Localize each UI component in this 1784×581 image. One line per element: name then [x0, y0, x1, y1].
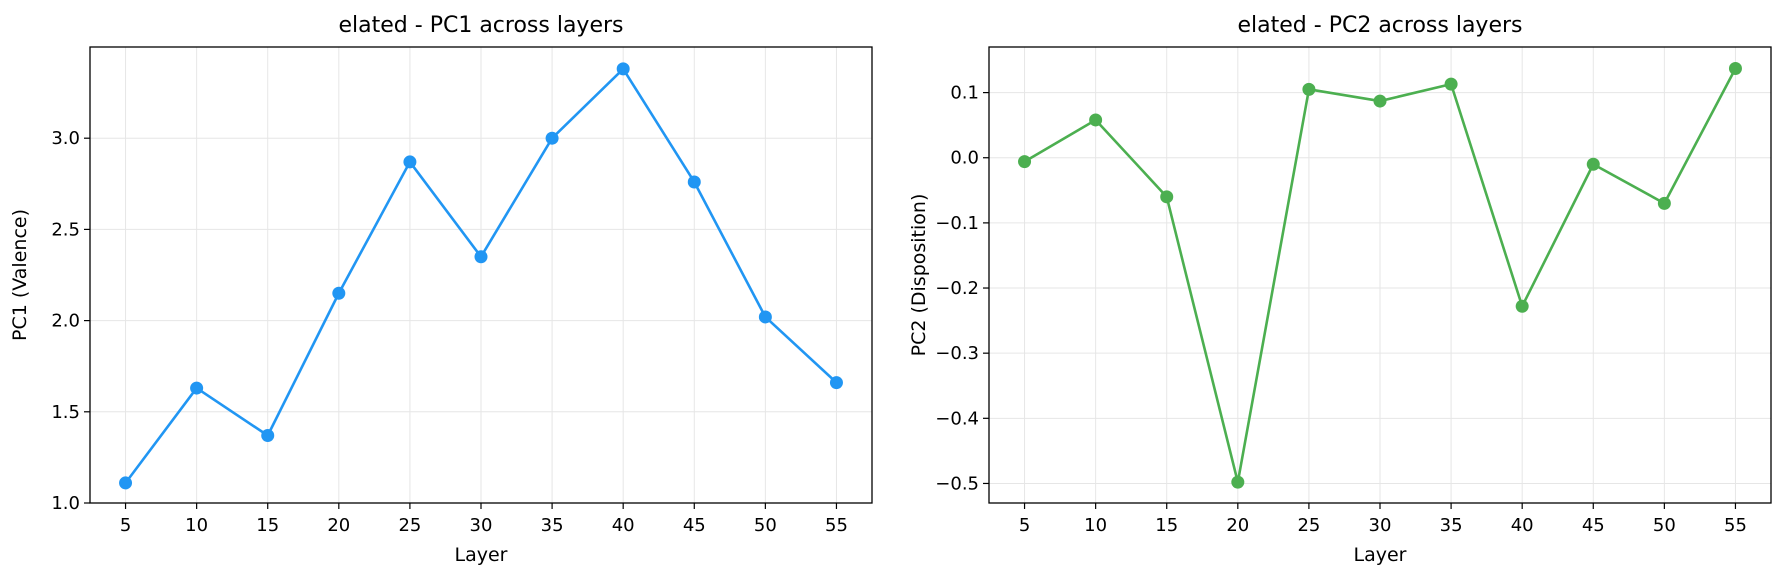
data-point	[545, 131, 559, 145]
x-tick-label: 40	[1511, 515, 1534, 536]
data-point	[261, 429, 275, 443]
axes-frame	[89, 46, 873, 504]
data-point	[829, 376, 843, 390]
grid	[989, 47, 1771, 503]
x-tick-label: 45	[683, 515, 706, 536]
data-point	[403, 155, 417, 169]
pc1-chart: elated - PC1 across layers Layer PC1 (Va…	[9, 13, 873, 566]
chart-title: elated - PC2 across layers	[1238, 13, 1523, 38]
data-point	[616, 62, 630, 76]
x-tick-label: 20	[1226, 515, 1249, 536]
y-tick-label: −0.4	[935, 408, 979, 429]
axes-frame	[988, 46, 1772, 504]
y-tick-label: −0.5	[935, 473, 979, 494]
data-point	[1444, 77, 1458, 91]
x-tick-label: 15	[1155, 515, 1178, 536]
y-tick-label: 2.0	[51, 311, 80, 332]
data-point	[1657, 196, 1671, 210]
y-tick-label: 2.5	[51, 219, 80, 240]
x-tick-label: 45	[1582, 515, 1605, 536]
data-point	[758, 310, 772, 324]
y-tick-label: −0.2	[935, 278, 979, 299]
x-tick-label: 55	[1724, 515, 1747, 536]
data-point	[332, 286, 346, 300]
data-point	[1231, 475, 1245, 489]
x-tick-label: 20	[327, 515, 350, 536]
data-point	[1515, 299, 1529, 313]
x-axis-label: Layer	[455, 544, 508, 566]
data-point	[1728, 61, 1742, 75]
y-tick-label: −0.3	[935, 343, 979, 364]
x-tick-label: 25	[1297, 515, 1320, 536]
y-tick-label: 0.0	[950, 148, 979, 169]
x-tick-label: 35	[541, 515, 564, 536]
data-point	[1302, 82, 1316, 96]
data-point	[687, 175, 701, 189]
x-tick-label: 40	[612, 515, 635, 536]
x-tick-label: 55	[825, 515, 848, 536]
data-point	[1018, 155, 1032, 169]
x-tick-label: 10	[1084, 515, 1107, 536]
x-tick-label: 50	[1653, 515, 1676, 536]
data-point	[190, 381, 204, 395]
data-point	[1586, 157, 1600, 171]
x-axis-label: Layer	[1354, 544, 1407, 566]
grid	[90, 47, 872, 504]
chart-title: elated - PC1 across layers	[339, 13, 624, 38]
y-tick-label: 0.1	[950, 83, 979, 104]
x-tick-label: 35	[1440, 515, 1463, 536]
x-tick-label: 15	[256, 515, 279, 536]
x-tick-label: 5	[120, 515, 131, 536]
data-point	[1373, 94, 1387, 108]
data-point	[1089, 113, 1103, 127]
y-tick-label: 1.5	[51, 402, 80, 423]
data-point	[1160, 190, 1174, 204]
y-axis-label: PC2 (Disposition)	[908, 194, 930, 357]
x-tick-label: 50	[754, 515, 777, 536]
y-tick-label: 1.0	[51, 493, 80, 514]
data-point	[119, 476, 133, 490]
data-point	[474, 250, 488, 264]
x-tick-label: 5	[1019, 515, 1030, 536]
x-tick-label: 30	[1369, 515, 1392, 536]
y-tick-label: 3.0	[51, 128, 80, 149]
y-tick-label: −0.1	[935, 213, 979, 234]
x-tick-label: 30	[470, 515, 493, 536]
x-tick-label: 10	[185, 515, 208, 536]
pc2-chart: elated - PC2 across layers Layer PC2 (Di…	[908, 13, 1772, 566]
x-tick-label: 25	[398, 515, 421, 536]
y-axis-label: PC1 (Valence)	[9, 209, 31, 341]
